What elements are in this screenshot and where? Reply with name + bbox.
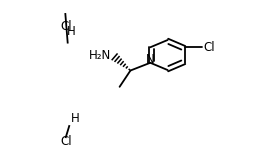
Text: Cl: Cl bbox=[60, 135, 72, 148]
Text: Cl: Cl bbox=[203, 41, 215, 54]
Text: N: N bbox=[146, 53, 155, 66]
Text: H: H bbox=[71, 112, 79, 125]
Text: H: H bbox=[67, 25, 76, 38]
Text: Cl: Cl bbox=[60, 20, 72, 33]
Text: H₂N: H₂N bbox=[89, 49, 111, 62]
